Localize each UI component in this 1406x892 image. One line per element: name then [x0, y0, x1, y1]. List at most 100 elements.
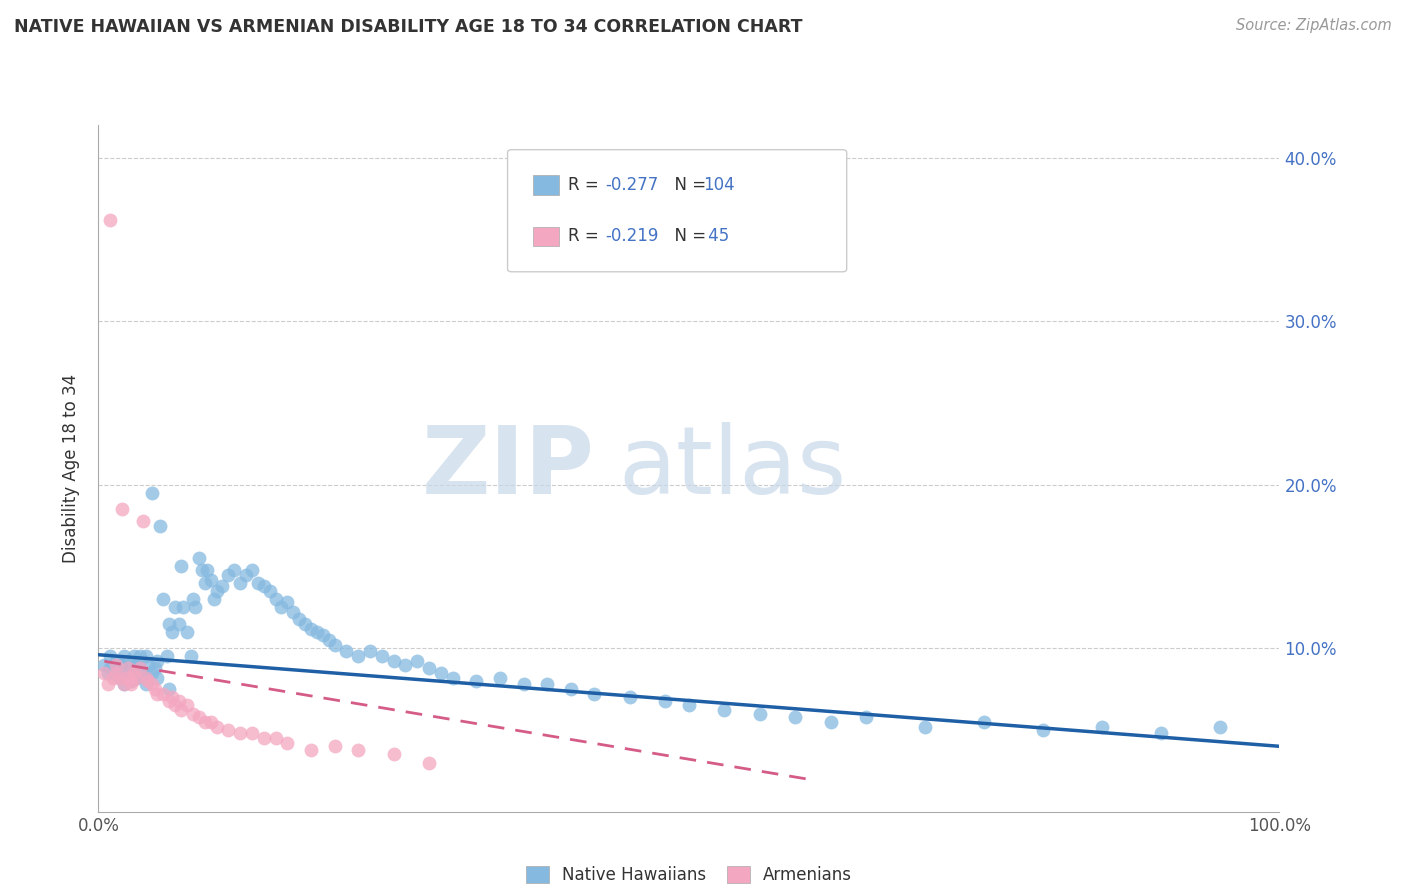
Point [184, 600, 207, 615]
Point [305, 624, 328, 639]
Point [170, 559, 193, 574]
Point [98, 212, 121, 227]
Point [512, 677, 534, 691]
Point [93, 665, 115, 680]
Point [973, 714, 995, 729]
Point [141, 677, 163, 691]
Point [418, 661, 440, 675]
Point [121, 673, 143, 688]
Point [146, 671, 169, 685]
Point [122, 671, 145, 685]
Point [165, 600, 187, 615]
Point [299, 742, 322, 756]
Point [125, 671, 148, 685]
Point [264, 731, 287, 746]
Point [713, 703, 735, 717]
Point [157, 693, 180, 707]
Point [105, 661, 128, 675]
Point [194, 714, 217, 729]
Point [299, 622, 322, 636]
Point [136, 657, 159, 672]
Point [276, 736, 298, 750]
Point [105, 654, 128, 668]
Point [1091, 720, 1114, 734]
Point [97, 665, 120, 680]
Point [156, 649, 179, 664]
Point [152, 687, 174, 701]
Point [143, 661, 166, 675]
Point [264, 592, 287, 607]
Point [748, 706, 770, 721]
Point [180, 649, 202, 664]
Point [157, 681, 180, 696]
Point [489, 671, 512, 685]
Point [121, 677, 143, 691]
Point [125, 671, 148, 685]
Point [157, 616, 180, 631]
Point [176, 698, 198, 713]
Point [347, 742, 370, 756]
Point [318, 633, 340, 648]
Point [121, 661, 143, 675]
Point [430, 665, 453, 680]
Point [224, 563, 246, 577]
Point [167, 693, 190, 707]
Point [165, 698, 187, 713]
Point [112, 649, 135, 664]
Text: atlas: atlas [619, 422, 846, 515]
Point [418, 756, 440, 770]
Point [112, 677, 135, 691]
Point [101, 665, 124, 680]
Point [170, 703, 193, 717]
Text: -0.277: -0.277 [605, 176, 658, 194]
Point [240, 563, 263, 577]
Point [160, 624, 183, 639]
Point [122, 665, 145, 680]
Point [141, 665, 163, 680]
Text: N =: N = [664, 227, 711, 245]
Point [117, 654, 139, 668]
Point [619, 690, 641, 705]
Legend: Native Hawaiians, Armenians: Native Hawaiians, Armenians [517, 858, 860, 892]
Point [1032, 723, 1054, 737]
Point [172, 600, 194, 615]
Point [323, 739, 346, 754]
Point [323, 638, 346, 652]
Point [200, 573, 222, 587]
Point [560, 681, 582, 696]
Point [217, 567, 239, 582]
Text: R =: R = [568, 176, 605, 194]
Point [394, 657, 416, 672]
Point [141, 485, 163, 500]
Point [122, 665, 145, 680]
Point [112, 677, 135, 691]
Point [135, 671, 157, 685]
Text: R =: R = [568, 227, 605, 245]
Point [240, 726, 263, 740]
Point [128, 661, 150, 675]
Point [406, 654, 429, 668]
Point [195, 563, 218, 577]
Point [135, 649, 157, 664]
Point [152, 592, 174, 607]
Text: 104: 104 [703, 176, 735, 194]
Point [288, 612, 311, 626]
Point [205, 583, 228, 598]
Point [217, 723, 239, 737]
Point [855, 710, 877, 724]
Point [121, 673, 143, 688]
Point [181, 706, 204, 721]
Point [93, 657, 115, 672]
Point [270, 600, 292, 615]
Point [105, 665, 128, 680]
Point [132, 514, 155, 528]
Point [200, 714, 222, 729]
Point [1150, 726, 1173, 740]
Point [111, 502, 134, 516]
Point [146, 654, 169, 668]
Point [143, 681, 166, 696]
Point [136, 673, 159, 688]
Point [132, 665, 155, 680]
Point [253, 731, 276, 746]
Point [785, 710, 807, 724]
